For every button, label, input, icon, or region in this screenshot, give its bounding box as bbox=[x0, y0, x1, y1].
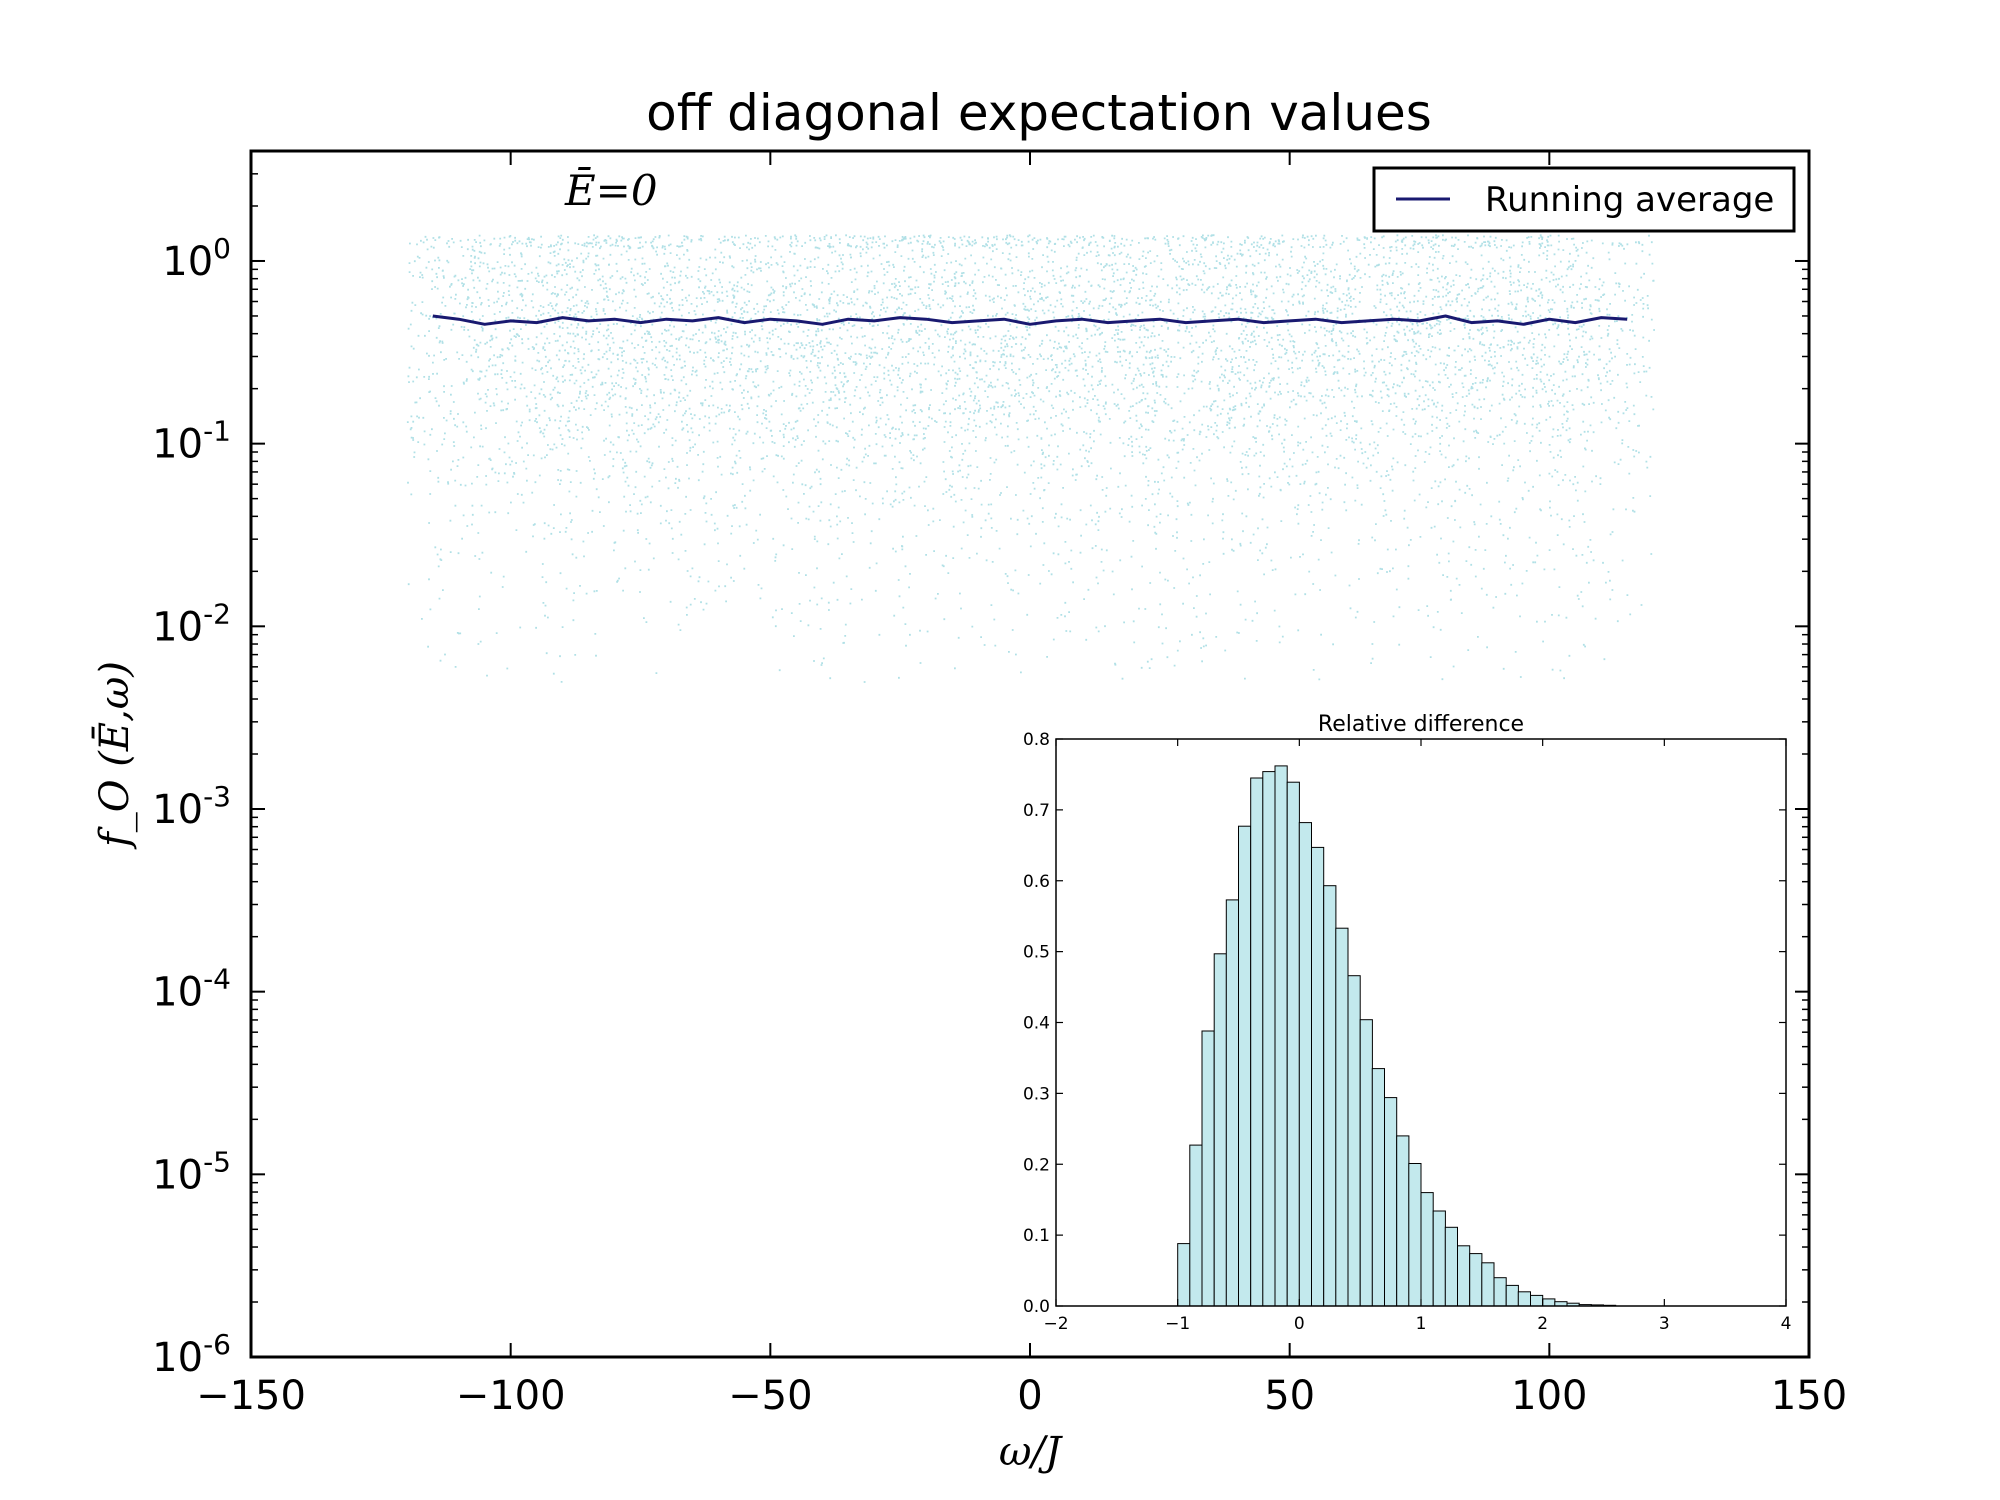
histogram-bar bbox=[1371, 1068, 1386, 1307]
histogram-bar bbox=[1359, 1019, 1373, 1307]
y-tick-label: 10-3 bbox=[152, 780, 231, 833]
inset-y-tick-label: 0.4 bbox=[1023, 1014, 1050, 1034]
y-tick-label: 10-1 bbox=[152, 415, 231, 468]
x-tick-label: 50 bbox=[1264, 1373, 1315, 1419]
x-tick-label: 100 bbox=[1511, 1373, 1587, 1419]
histogram-bar bbox=[1457, 1245, 1471, 1307]
inset-x-tick-label: 0 bbox=[1294, 1314, 1305, 1334]
histogram-bar bbox=[1408, 1163, 1422, 1307]
histogram-bar bbox=[1225, 899, 1240, 1307]
histogram-bar bbox=[1189, 1144, 1203, 1307]
inset-x-tick-label: 1 bbox=[1416, 1314, 1427, 1334]
histogram-bar bbox=[1262, 771, 1276, 1307]
y-axis-label: f_O (Ē,ω) bbox=[92, 661, 138, 850]
histogram-bar bbox=[1420, 1192, 1434, 1307]
inset-histogram: Relative difference −2 −1 0 1 2 3 4 0.0 0.1 0.2 0.… bbox=[1023, 712, 1791, 1334]
main-plot-area: −150 −100 −50 0 50 100 150 10-6 10-5 10-4 10-3 10-2… bbox=[152, 149, 1847, 1419]
inset-y-tick-label: 0.6 bbox=[1023, 872, 1050, 892]
x-axis-label: ω/J bbox=[999, 1429, 1063, 1475]
y-tick-label: 10-2 bbox=[152, 597, 231, 650]
histogram-bar bbox=[1432, 1210, 1446, 1307]
histogram-bar bbox=[1311, 846, 1325, 1307]
energy-annotation: Ē=0 bbox=[564, 166, 658, 215]
chart-title: off diagonal expectation values bbox=[646, 84, 1432, 142]
main-axis-ticks: −150 −100 −50 0 50 100 150 10-6 10-5 10-4 10-3 10-2… bbox=[152, 150, 1847, 1419]
histogram-bar bbox=[1250, 777, 1264, 1307]
inset-axes-frame bbox=[1055, 738, 1787, 1307]
inset-y-tick-label: 0.8 bbox=[1023, 730, 1050, 750]
histogram-bar bbox=[1286, 781, 1300, 1307]
legend: Running average bbox=[1372, 166, 1796, 233]
histogram-bar bbox=[1542, 1298, 1556, 1307]
histogram-bar bbox=[1517, 1291, 1532, 1307]
x-tick-label: −100 bbox=[456, 1373, 566, 1419]
histogram-bar bbox=[1298, 822, 1313, 1307]
y-tick-label: 10-6 bbox=[152, 1328, 231, 1381]
inset-y-tick-label: 0.7 bbox=[1023, 801, 1050, 821]
histogram-bar bbox=[1201, 1030, 1215, 1307]
histogram-bar bbox=[1530, 1294, 1544, 1307]
y-tick-label: 100 bbox=[162, 232, 231, 285]
inset-title: Relative difference bbox=[1318, 712, 1524, 737]
histogram-bar bbox=[1396, 1135, 1410, 1307]
histogram-bar bbox=[1505, 1284, 1519, 1307]
inset-y-tick-label: 0.2 bbox=[1023, 1155, 1050, 1175]
histogram-bar bbox=[1274, 765, 1288, 1307]
histogram-bar bbox=[1469, 1253, 1483, 1307]
inset-y-tick-label: 0.5 bbox=[1023, 943, 1050, 963]
histogram-bar bbox=[1213, 953, 1227, 1307]
scatter-points bbox=[406, 234, 1655, 683]
histogram-bar bbox=[1347, 975, 1361, 1307]
histogram-bar bbox=[1323, 885, 1337, 1307]
y-tick-label: 10-5 bbox=[152, 1145, 231, 1198]
x-tick-label: 150 bbox=[1771, 1373, 1847, 1419]
inset-x-tick-label: 3 bbox=[1659, 1314, 1670, 1334]
inset-y-tick-label: 0.3 bbox=[1023, 1084, 1050, 1104]
y-tick-label: 10-4 bbox=[152, 963, 231, 1016]
inset-x-tick-label: 2 bbox=[1537, 1314, 1548, 1334]
histogram-bar bbox=[1384, 1097, 1398, 1307]
x-tick-label: −50 bbox=[728, 1373, 812, 1419]
histogram-bar bbox=[1481, 1262, 1495, 1307]
inset-y-tick-label: 0.1 bbox=[1023, 1226, 1050, 1246]
histogram-bar bbox=[1238, 825, 1252, 1307]
running-average-line bbox=[432, 314, 1628, 326]
histogram-bar bbox=[1493, 1277, 1507, 1307]
histogram-bar bbox=[1177, 1243, 1191, 1307]
inset-x-tick-label: −2 bbox=[1043, 1314, 1068, 1334]
inset-x-tick-label: −1 bbox=[1165, 1314, 1190, 1334]
main-axes-frame bbox=[249, 149, 1811, 1359]
legend-entry-running-average: Running average bbox=[1485, 180, 1774, 220]
scatter-cloud bbox=[406, 234, 1655, 683]
x-tick-label: −150 bbox=[196, 1373, 306, 1419]
inset-axis-ticks: −2 −1 0 1 2 3 4 0.0 0.1 0.2 0.3 0.4 0.5 0.6 0.7 0.8 bbox=[1023, 730, 1791, 1334]
inset-y-tick-label: 0.0 bbox=[1023, 1297, 1050, 1317]
histogram-bar bbox=[1335, 927, 1349, 1307]
x-tick-label: 0 bbox=[1017, 1373, 1042, 1419]
inset-x-tick-label: 4 bbox=[1781, 1314, 1792, 1334]
histogram-bar bbox=[1444, 1226, 1459, 1307]
